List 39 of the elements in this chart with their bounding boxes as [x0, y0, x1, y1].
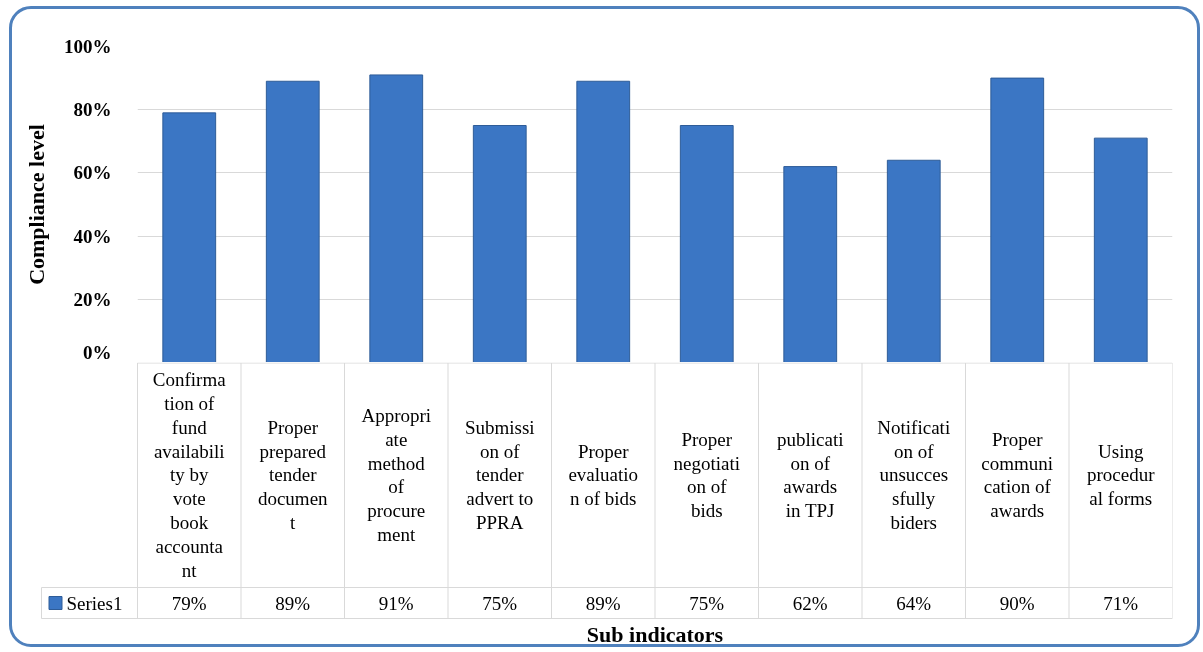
data-label: 90% — [999, 592, 1035, 614]
bar — [886, 159, 941, 362]
x-tick-label: Appropriate method of procurement — [361, 404, 432, 546]
bar — [162, 112, 217, 362]
x-axis-title: Sub indicators — [586, 622, 724, 647]
bar — [990, 77, 1045, 362]
y-tick-label: 20% — [73, 288, 112, 310]
data-label: 89% — [585, 592, 621, 614]
y-tick-label: 100% — [64, 36, 112, 57]
data-label: 75% — [689, 592, 725, 614]
y-axis-title: Compliance level — [24, 124, 49, 285]
data-label: 71% — [1103, 592, 1139, 614]
x-tick-label: Notification of unsuccessfully biders — [877, 416, 951, 534]
bar — [265, 80, 320, 362]
x-tick-label: Proper prepared tender document — [257, 416, 329, 534]
data-label: 62% — [792, 592, 828, 614]
bar — [576, 80, 631, 362]
x-tick-label: Proper communication of awards — [981, 428, 1054, 522]
category-label: Confirmation of fund availability by vote book accountant — [152, 368, 226, 582]
data-label: 79% — [171, 592, 207, 614]
x-tick-label: publication of awards in TPJ — [777, 428, 844, 522]
y-tick-label: 80% — [73, 99, 112, 121]
data-label: 64% — [896, 592, 932, 614]
y-tick-label: 60% — [73, 162, 112, 184]
x-tick-label: Using procedural forms — [1086, 440, 1156, 510]
y-tick-label: 40% — [73, 225, 112, 247]
bar — [783, 166, 838, 362]
x-tick-label: Proper negotiation of bids — [673, 428, 740, 522]
legend-label: Series1 — [66, 592, 123, 614]
y-tick-label: 0% — [83, 341, 112, 363]
bar — [1093, 137, 1148, 362]
bar — [369, 74, 424, 362]
x-tick-label: Proper evaluation of bids — [568, 440, 639, 510]
bar — [472, 125, 527, 362]
bar — [679, 125, 734, 362]
data-label: 91% — [378, 592, 414, 614]
data-label: 89% — [275, 592, 311, 614]
x-tick-label: Submission of tender advert to PPRA — [464, 416, 535, 534]
data-label: 75% — [482, 592, 518, 614]
